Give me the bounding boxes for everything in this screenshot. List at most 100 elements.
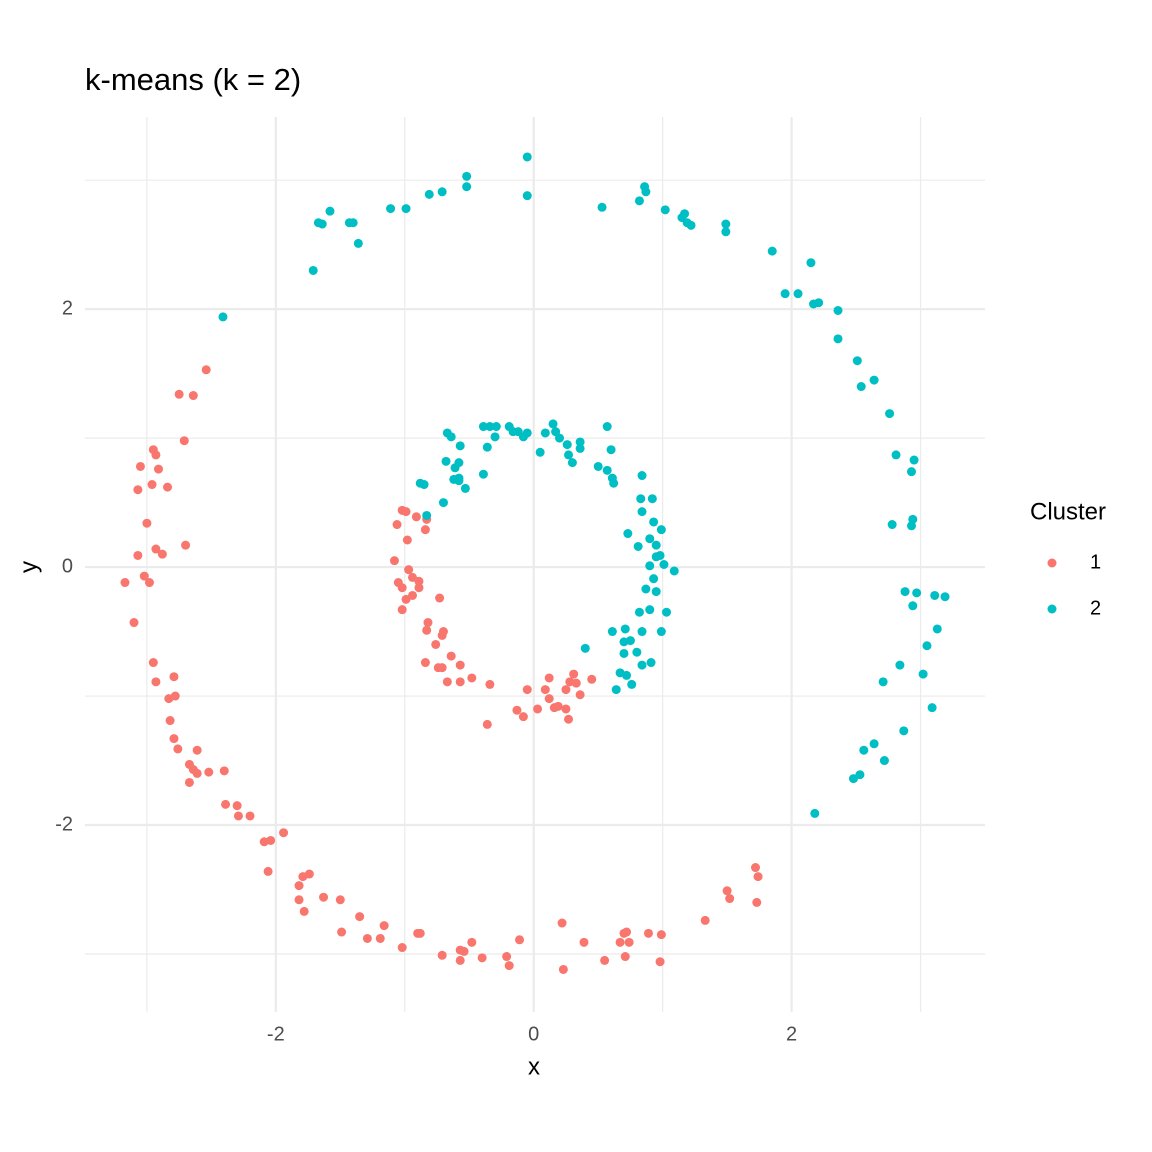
point xyxy=(304,869,314,879)
point xyxy=(575,690,585,700)
point xyxy=(294,881,304,891)
point xyxy=(722,886,732,896)
point xyxy=(891,450,901,460)
point xyxy=(645,534,655,544)
point xyxy=(569,669,579,679)
point xyxy=(389,556,399,566)
point xyxy=(656,525,666,535)
point xyxy=(659,560,669,569)
point xyxy=(266,835,276,845)
point xyxy=(627,679,637,689)
point xyxy=(554,433,564,443)
point xyxy=(173,744,183,754)
point xyxy=(420,658,430,668)
point xyxy=(441,456,451,466)
point xyxy=(437,663,447,673)
point xyxy=(459,946,469,956)
point xyxy=(600,955,610,965)
point xyxy=(810,808,820,818)
point xyxy=(233,811,243,821)
point xyxy=(437,187,447,197)
point xyxy=(645,605,655,615)
point xyxy=(181,540,191,550)
point xyxy=(139,571,149,581)
x-tick-label: 0 xyxy=(528,1023,539,1045)
point xyxy=(435,593,445,603)
point xyxy=(294,895,304,905)
point xyxy=(899,726,909,736)
point xyxy=(907,521,917,531)
point xyxy=(606,445,616,455)
point xyxy=(634,196,644,206)
point xyxy=(649,517,659,527)
point xyxy=(192,745,202,755)
point xyxy=(482,719,492,729)
point xyxy=(401,204,411,214)
point xyxy=(620,624,630,634)
point xyxy=(806,258,816,268)
point xyxy=(602,422,612,432)
point xyxy=(419,480,429,490)
point xyxy=(518,432,528,442)
point xyxy=(750,863,760,873)
point xyxy=(833,334,843,344)
x-tick-label: -2 xyxy=(267,1023,285,1045)
point xyxy=(446,432,456,442)
point xyxy=(201,365,211,375)
chart-title: k-means (k = 2) xyxy=(85,62,301,97)
point xyxy=(624,937,634,947)
point xyxy=(655,957,665,967)
point xyxy=(402,535,412,545)
point xyxy=(651,552,661,562)
point xyxy=(397,605,407,615)
point xyxy=(793,289,803,299)
x-axis-label: x xyxy=(528,1053,540,1080)
point xyxy=(622,670,632,680)
point xyxy=(646,658,656,668)
point xyxy=(153,464,163,474)
point xyxy=(602,465,612,475)
point xyxy=(415,928,425,938)
point xyxy=(502,952,512,962)
point xyxy=(478,469,488,479)
point xyxy=(467,937,477,947)
point xyxy=(908,601,918,611)
point xyxy=(221,799,231,809)
point xyxy=(192,768,202,778)
point xyxy=(544,673,554,683)
point xyxy=(379,921,389,931)
point xyxy=(609,478,619,488)
point xyxy=(147,480,157,490)
point xyxy=(900,587,910,597)
point xyxy=(157,549,167,559)
point xyxy=(422,510,432,520)
point xyxy=(869,375,879,385)
point xyxy=(490,432,500,442)
point xyxy=(607,627,617,637)
point xyxy=(753,872,763,882)
point xyxy=(431,639,441,649)
point xyxy=(135,461,145,471)
point xyxy=(518,712,528,722)
point xyxy=(455,660,465,670)
y-tick-label: 2 xyxy=(62,297,73,319)
point xyxy=(637,471,647,481)
point xyxy=(477,953,487,963)
point xyxy=(299,906,309,916)
point xyxy=(245,811,255,821)
point xyxy=(151,677,161,687)
point xyxy=(869,739,879,749)
point xyxy=(218,312,228,322)
point xyxy=(721,227,731,237)
point xyxy=(540,685,550,695)
point xyxy=(651,587,661,597)
point xyxy=(660,205,670,215)
point xyxy=(129,618,139,628)
point xyxy=(637,660,647,670)
point xyxy=(184,777,194,787)
point xyxy=(859,745,869,755)
y-tick-label: -2 xyxy=(55,813,73,835)
point xyxy=(767,246,777,256)
point xyxy=(148,658,158,668)
